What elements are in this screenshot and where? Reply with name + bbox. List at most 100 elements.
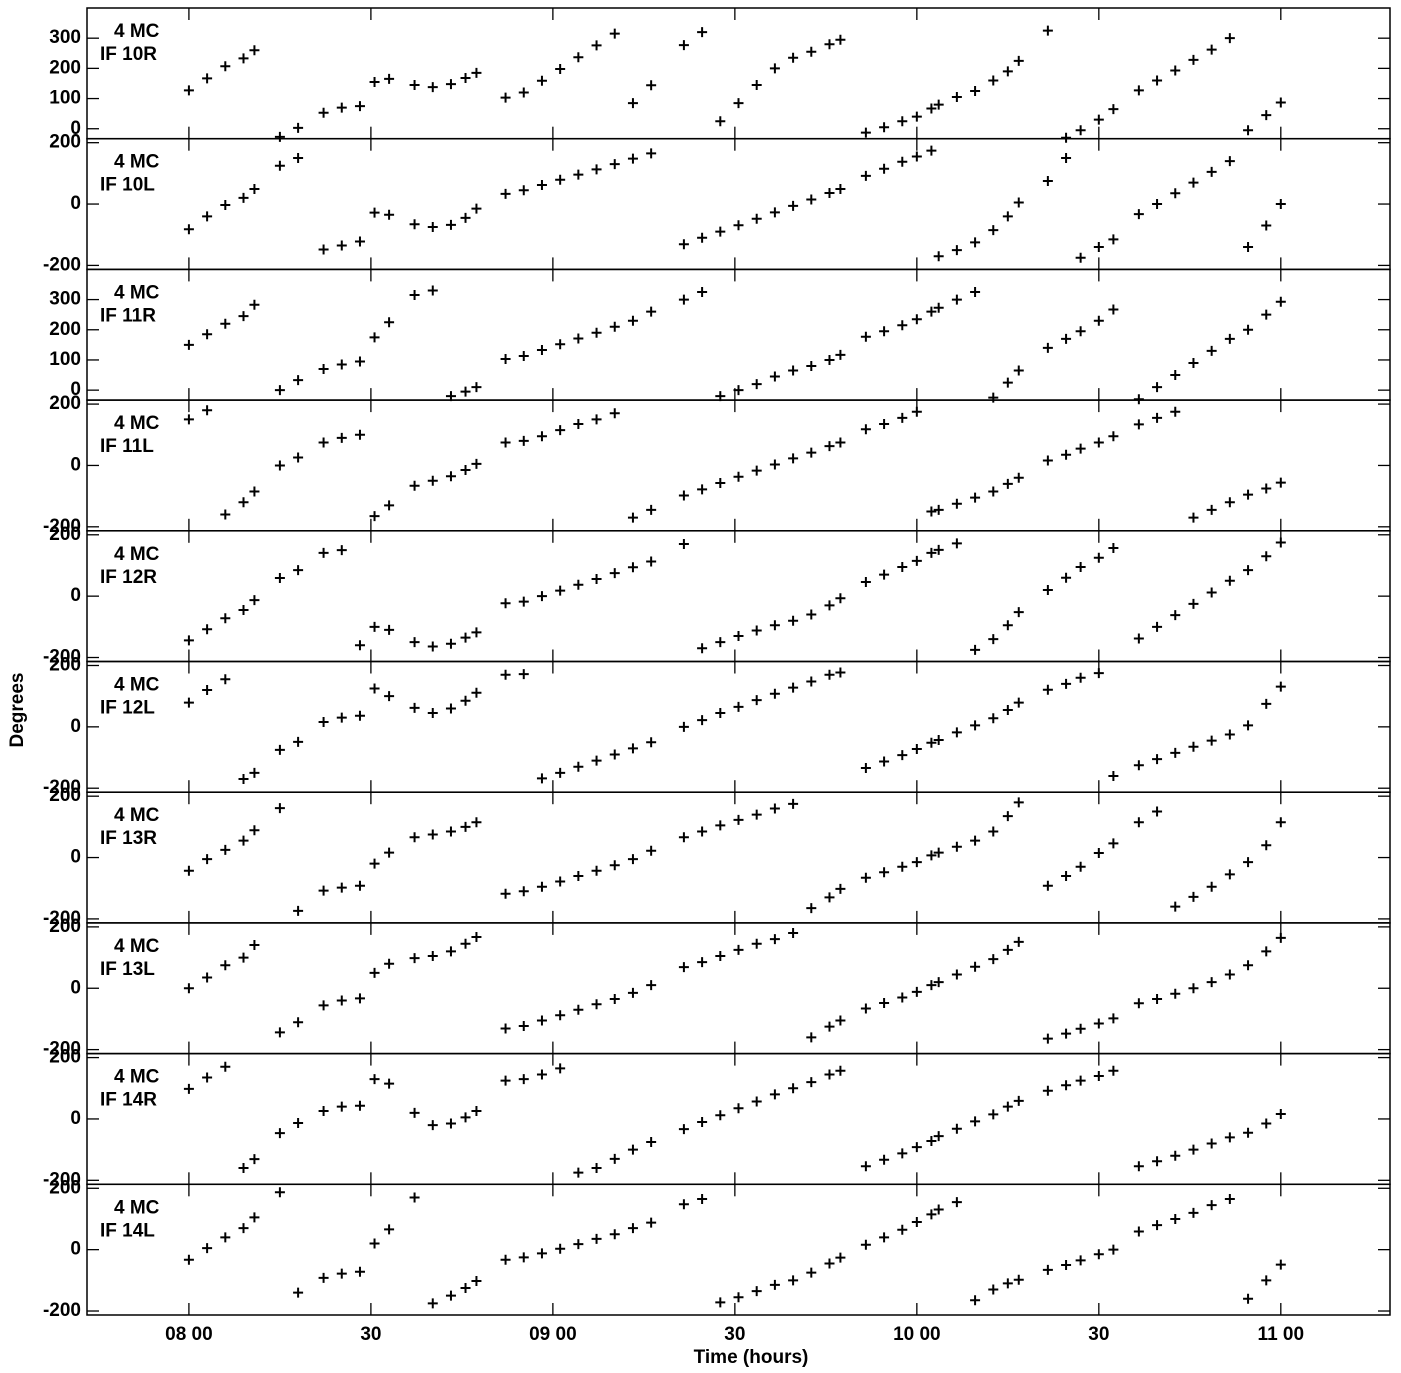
data-point [1188,512,1199,523]
y-tick-label: -200 [43,647,81,668]
data-point [1275,477,1286,488]
data-point [788,798,799,809]
data-point [238,1163,249,1174]
data-point [518,87,529,98]
data-point [409,1107,420,1118]
data-point [249,825,260,836]
data-point [806,903,817,914]
data-point [409,1192,420,1203]
data-point [1275,97,1286,108]
data-point [536,344,547,355]
data-point [897,1224,908,1235]
data-point [573,419,584,430]
data-point [1093,668,1104,679]
data-point [274,1027,285,1038]
data-point [1224,729,1235,740]
panel-label: 4 MC [114,544,160,565]
data-point [1224,575,1235,586]
data-point [471,203,482,214]
y-tick-label: -200 [43,516,81,537]
x-tick-label: 08 00 [165,1324,213,1345]
data-point [555,63,566,74]
data-point [933,302,944,313]
data-point [369,332,380,343]
data-point [1061,678,1072,689]
data-point [1042,1085,1053,1096]
data-point [336,432,347,443]
data-point [646,148,657,159]
data-point [249,45,260,56]
data-point [274,573,285,584]
data-point [879,163,890,174]
data-point [609,1153,620,1164]
data-point [1152,1220,1163,1231]
data-point [788,1083,799,1094]
data-point [1206,44,1217,55]
data-point [427,641,438,652]
data-point [609,860,620,871]
panel-label: 4 MC [114,1197,160,1218]
data-point [697,287,708,298]
y-tick-label: 200 [49,319,81,340]
data-point [897,861,908,872]
data-point [1243,1127,1254,1138]
data-point [751,465,762,476]
data-point [609,408,620,419]
data-point [970,644,981,655]
data-point [1170,610,1181,621]
data-point [318,244,329,255]
data-point [202,854,213,865]
data-point [555,876,566,887]
data-point [911,857,922,868]
data-point [1152,199,1163,210]
data-point [926,1136,937,1147]
data-point [627,315,638,326]
data-point [1002,620,1013,631]
data-point [646,980,657,991]
data-point [220,844,231,855]
data-point [238,311,249,322]
data-point [336,882,347,893]
y-tick-label: 100 [49,88,81,109]
data-point [733,631,744,642]
data-point [427,475,438,486]
data-point [926,547,937,558]
data-point [536,1015,547,1026]
panel-frame [86,137,1391,271]
data-point [518,596,529,607]
data-point [609,28,620,39]
x-tick-label: 30 [1088,1324,1109,1345]
data-point [835,1252,846,1263]
data-point [1243,242,1254,253]
data-point [988,225,999,236]
data-point [951,92,962,103]
panel-label: IF 13R [100,828,157,849]
data-point [573,52,584,63]
data-point [1152,1156,1163,1167]
data-point [806,1267,817,1278]
data-point [1013,797,1024,808]
data-point [249,184,260,195]
data-point [183,1083,194,1094]
data-point [202,1243,213,1254]
data-point [220,509,231,520]
data-point [897,1148,908,1159]
data-point [751,213,762,224]
data-point [1075,672,1086,683]
data-point [1002,1278,1013,1289]
data-point [926,850,937,861]
data-point [591,573,602,584]
data-point [627,562,638,573]
data-point [1188,1207,1199,1218]
data-point [369,1074,380,1085]
data-point [274,744,285,755]
data-point [715,477,726,488]
data-point [1002,704,1013,715]
data-point [427,285,438,296]
panel-label: 4 MC [114,282,160,303]
data-point [646,737,657,748]
data-point [274,1187,285,1198]
data-point [1013,55,1024,66]
data-point [715,1297,726,1308]
data-point [951,969,962,980]
